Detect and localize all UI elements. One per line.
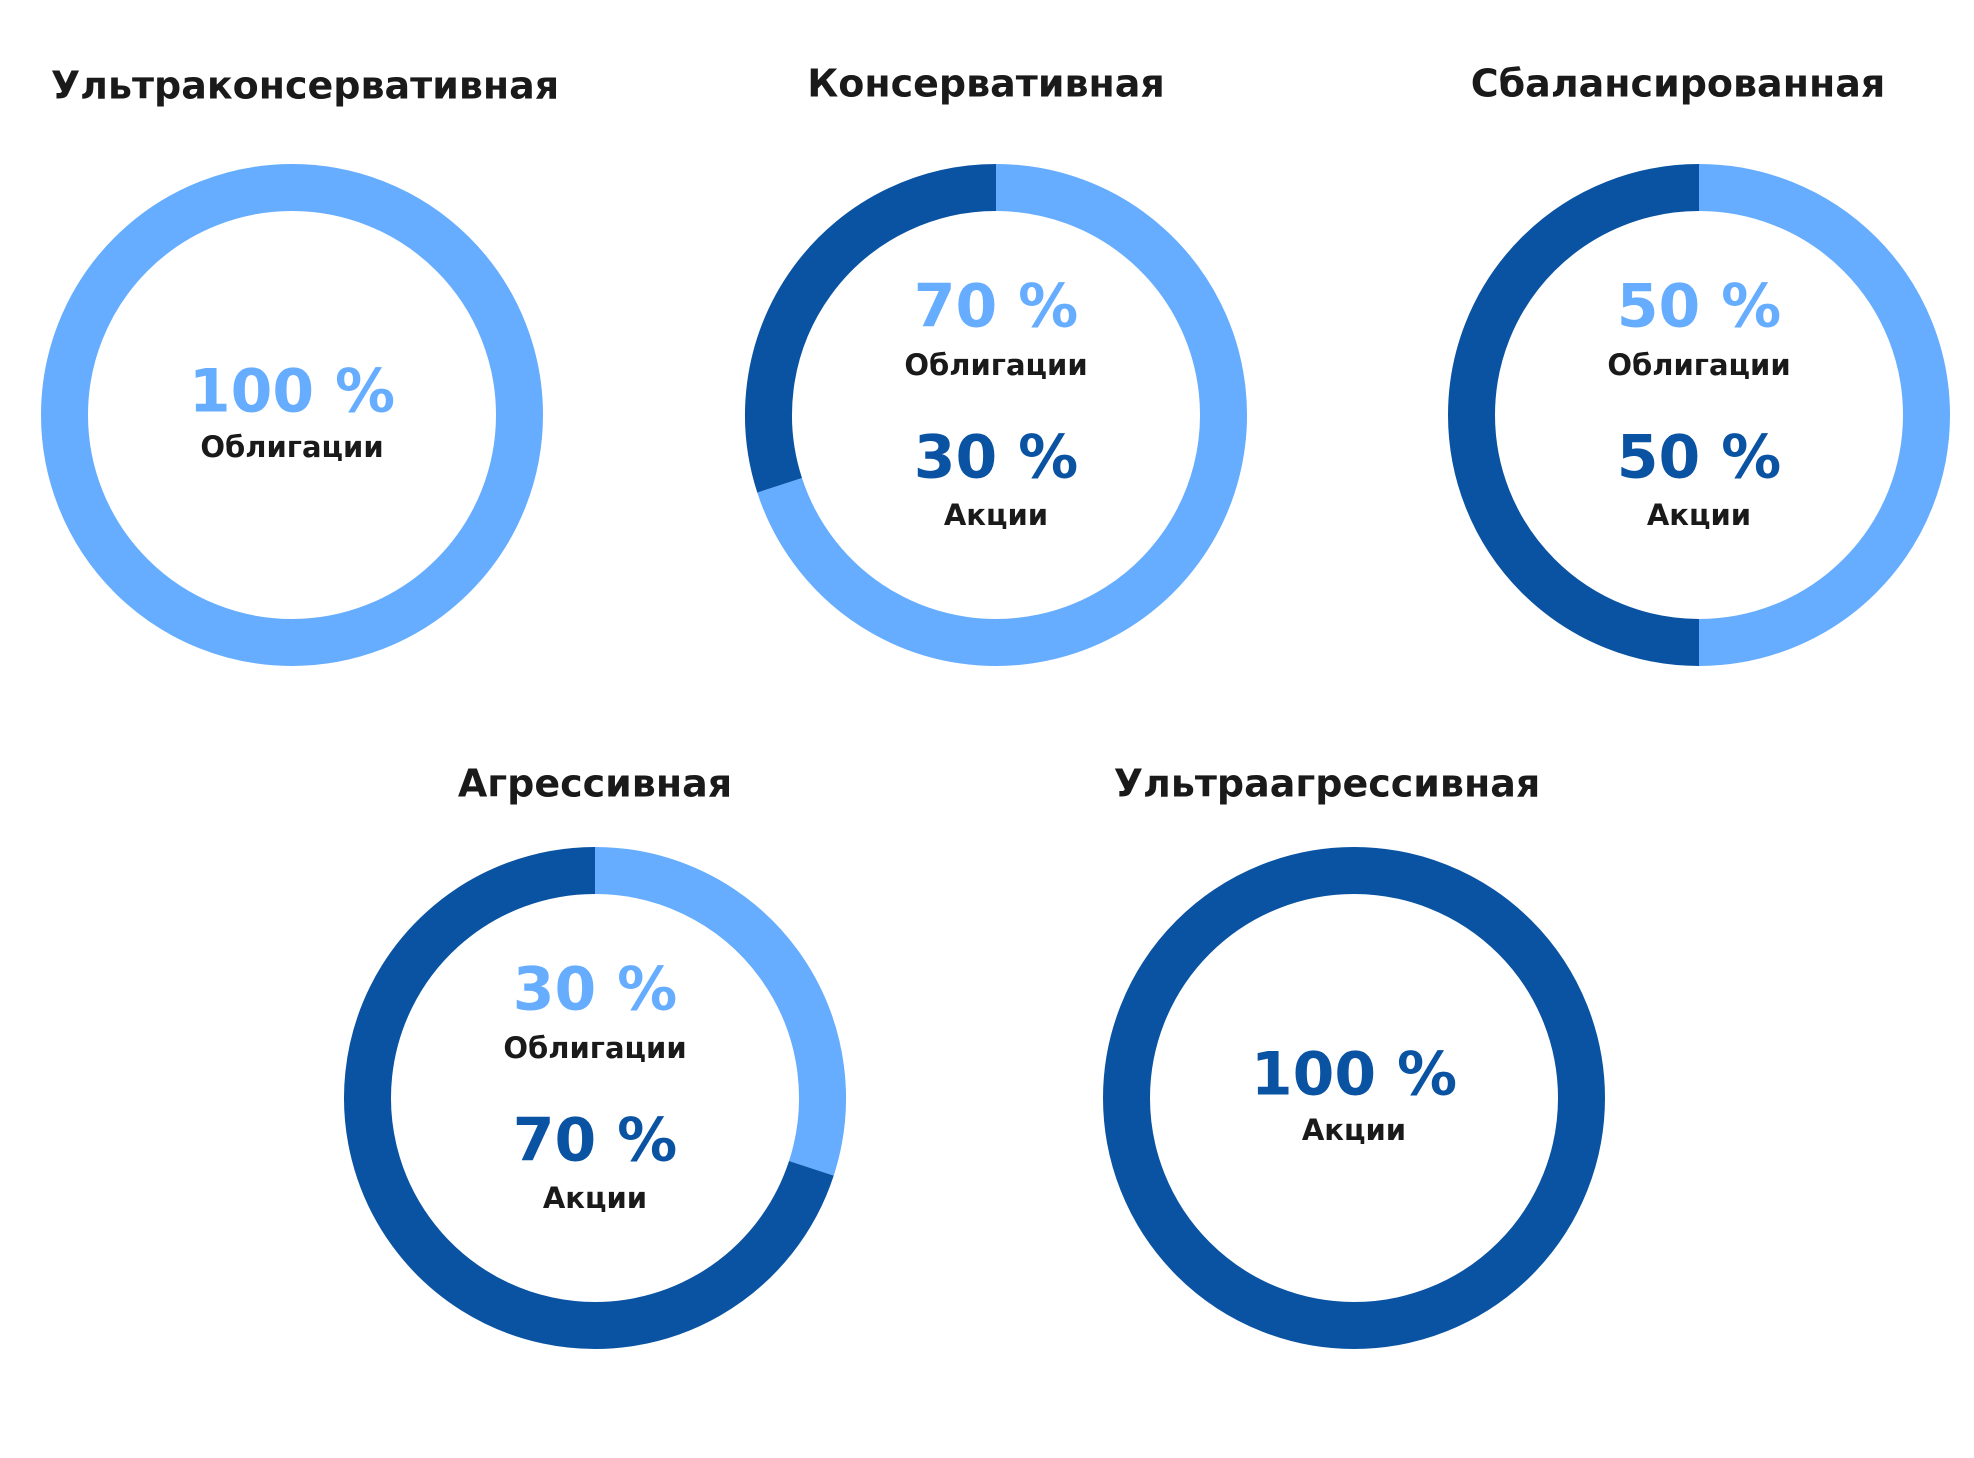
- value-label: 30 %: [513, 955, 678, 1025]
- donut-segment: [1103, 847, 1605, 1349]
- category-label: Облигации: [904, 348, 1087, 382]
- chart-title: Агрессивная: [458, 762, 732, 806]
- value-label: 100 %: [189, 357, 395, 427]
- donut-segment: [594, 847, 846, 1176]
- category-label: Акции: [1647, 498, 1751, 532]
- value-label: 50 %: [1617, 423, 1782, 493]
- category-label: Акции: [944, 498, 1048, 532]
- value-label: 30 %: [914, 423, 1079, 493]
- donut-segment: [1698, 164, 1950, 666]
- category-label: Акции: [1302, 1113, 1406, 1147]
- chart-title: Консервативная: [807, 62, 1165, 106]
- donut-segment: [745, 164, 997, 493]
- chart-title: Ультраагрессивная: [1114, 762, 1541, 806]
- donut-segment: [41, 164, 543, 666]
- donut-segment: [1448, 164, 1700, 666]
- category-label: Облигации: [200, 430, 383, 464]
- category-label: Акции: [543, 1181, 647, 1215]
- value-label: 70 %: [513, 1106, 678, 1176]
- value-label: 50 %: [1617, 272, 1782, 342]
- category-label: Облигации: [503, 1031, 686, 1065]
- category-label: Облигации: [1607, 348, 1790, 382]
- chart-title: Сбалансированная: [1471, 62, 1886, 106]
- donut-segment: [757, 164, 1247, 666]
- value-label: 70 %: [914, 272, 1079, 342]
- value-label: 100 %: [1251, 1040, 1457, 1110]
- donut-segment: [344, 847, 834, 1349]
- chart-title: Ультраконсервативная: [51, 64, 559, 108]
